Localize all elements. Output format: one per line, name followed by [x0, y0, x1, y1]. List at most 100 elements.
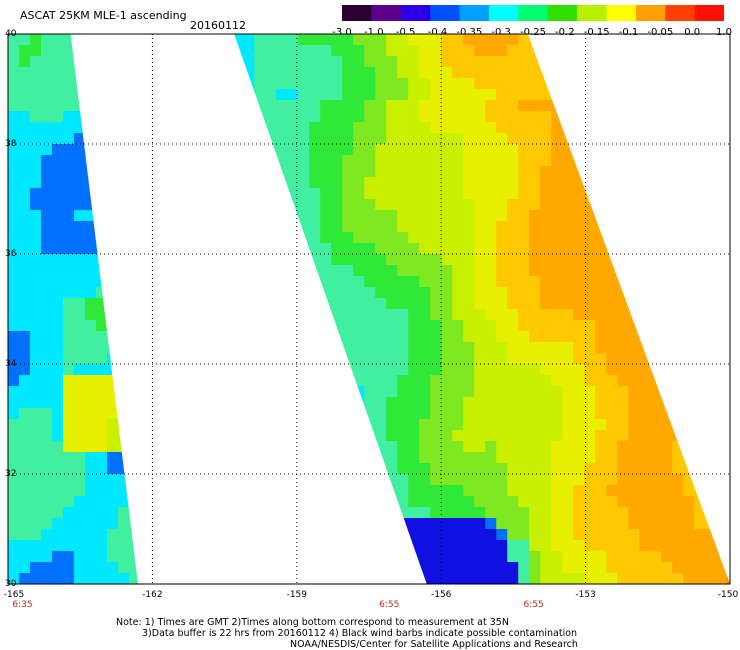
wind-cell — [430, 78, 442, 90]
wind-cell — [309, 320, 321, 332]
wind-cell — [364, 474, 376, 486]
wind-cell — [30, 386, 42, 398]
wind-cell — [342, 452, 354, 464]
wind-cell — [408, 397, 420, 409]
wind-cell — [276, 100, 288, 112]
wind-cell — [628, 320, 640, 332]
wind-cell — [364, 199, 376, 211]
wind-cell — [287, 419, 299, 431]
wind-cell — [254, 320, 266, 332]
wind-cell — [397, 287, 409, 299]
wind-cell — [584, 507, 596, 519]
wind-cell — [375, 34, 387, 46]
wind-cell — [430, 287, 442, 299]
wind-cell — [650, 485, 662, 497]
wind-cell — [85, 254, 97, 266]
wind-cell — [661, 540, 673, 552]
wind-cell — [639, 243, 651, 255]
wind-cell — [408, 507, 420, 519]
wind-cell — [63, 309, 75, 321]
wind-cell — [650, 155, 662, 167]
wind-cell — [265, 276, 277, 288]
wind-cell — [85, 232, 97, 244]
wind-cell — [408, 463, 420, 475]
wind-cell — [441, 419, 453, 431]
wind-cell — [628, 452, 640, 464]
wind-cell — [375, 89, 387, 101]
wind-cell — [518, 221, 530, 233]
wind-cell — [485, 243, 497, 255]
wind-cell — [63, 573, 75, 584]
wind-cell — [19, 474, 31, 486]
wind-cell — [628, 353, 640, 365]
wind-cell — [518, 375, 530, 387]
wind-cell — [342, 364, 354, 376]
wind-cell — [529, 78, 541, 90]
wind-cell — [353, 430, 365, 442]
wind-cell — [342, 133, 354, 145]
wind-cell — [85, 56, 97, 68]
wind-cell — [30, 133, 42, 145]
wind-cell — [342, 232, 354, 244]
wind-cell — [386, 243, 398, 255]
wind-cell — [129, 265, 138, 277]
wind-cell — [474, 342, 486, 354]
wind-cell — [30, 320, 42, 332]
wind-cell — [496, 45, 508, 57]
wind-cell — [397, 364, 409, 376]
wind-cell — [694, 232, 706, 244]
wind-cell — [441, 562, 453, 574]
wind-cell — [287, 45, 299, 57]
wind-cell — [118, 342, 130, 354]
wind-cell — [276, 485, 288, 497]
wind-cell — [430, 463, 442, 475]
wind-cell — [52, 375, 64, 387]
wind-cell — [276, 518, 288, 530]
wind-cell — [683, 408, 695, 420]
wind-cell — [118, 518, 130, 530]
wind-cell — [507, 364, 519, 376]
wind-cell — [694, 177, 706, 189]
wind-cell — [430, 408, 442, 420]
wind-cell — [727, 430, 730, 442]
wind-cell — [375, 298, 387, 310]
wind-cell — [683, 452, 695, 464]
wind-cell — [8, 155, 20, 167]
wind-cell — [650, 309, 662, 321]
wind-cell — [397, 375, 409, 387]
wind-cell — [441, 122, 453, 134]
wind-cell — [243, 287, 255, 299]
wind-cell — [19, 573, 31, 584]
wind-cell — [727, 199, 730, 211]
wind-cell — [129, 254, 138, 266]
wind-cell — [364, 375, 376, 387]
wind-cell — [474, 177, 486, 189]
wind-cell — [518, 496, 530, 508]
wind-cell — [672, 45, 684, 57]
wind-cell — [320, 265, 332, 277]
wind-cell — [254, 122, 266, 134]
wind-cell — [485, 155, 497, 167]
wind-cell — [617, 452, 629, 464]
wind-cell — [331, 34, 343, 46]
wind-cell — [628, 496, 640, 508]
wind-cell — [353, 89, 365, 101]
wind-cell — [375, 430, 387, 442]
wind-cell — [265, 210, 277, 222]
wind-cell — [353, 166, 365, 178]
wind-cell — [41, 243, 53, 255]
wind-cell — [584, 287, 596, 299]
wind-cell — [694, 320, 706, 332]
wind-cell — [540, 122, 552, 134]
wind-cell — [551, 232, 563, 244]
wind-cell — [408, 562, 420, 574]
wind-cell — [694, 419, 706, 431]
wind-cell — [452, 364, 464, 376]
wind-cell — [287, 122, 299, 134]
wind-cell — [397, 551, 409, 563]
wind-cell — [107, 287, 119, 299]
wind-cell — [30, 67, 42, 79]
wind-cell — [353, 573, 365, 584]
wind-cell — [694, 408, 706, 420]
wind-cell — [408, 408, 420, 420]
